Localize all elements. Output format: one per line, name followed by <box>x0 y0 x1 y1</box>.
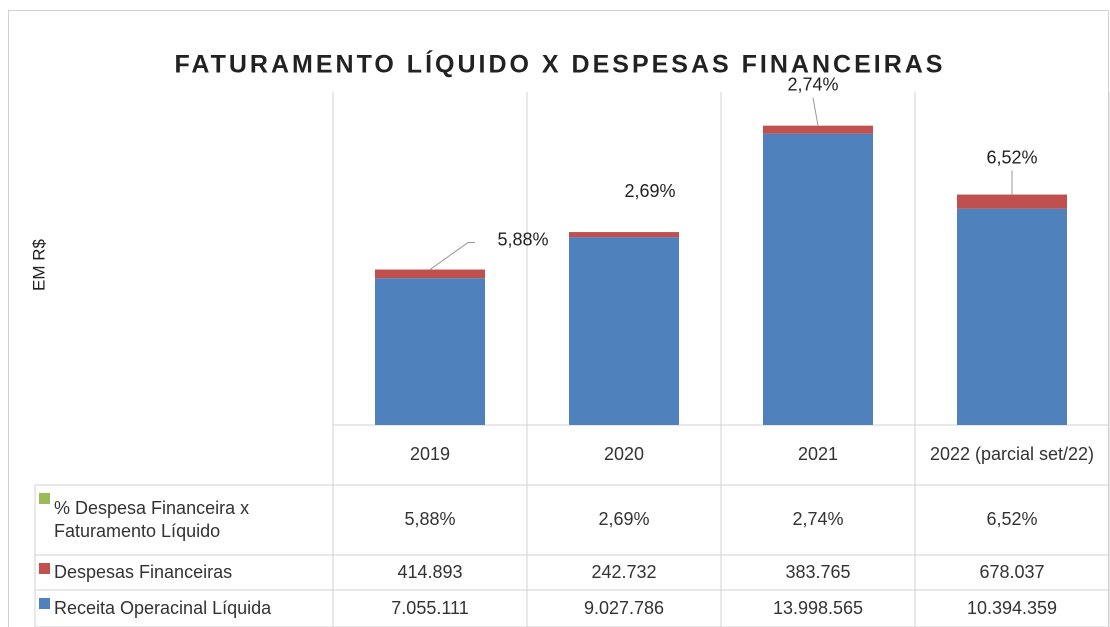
data-label: 2,69% <box>624 181 675 201</box>
category-label-cell: 2022 (parcial set/22) <box>915 425 1109 485</box>
table-value-text: 414.893 <box>397 561 463 582</box>
table-value: 6,52% <box>915 485 1109 555</box>
category-label: 2021 <box>721 425 915 485</box>
legend-label-text: Receita Operacinal Líquida <box>54 597 272 618</box>
category-label-text: 2019 <box>409 444 451 465</box>
table-value: 383.765 <box>721 555 915 590</box>
data-label: 5,88% <box>497 229 548 249</box>
table-value-cell: 678.037 <box>915 555 1109 590</box>
category-label-cell: 2019 <box>333 425 527 485</box>
table-value-text: 7.055.111 <box>391 597 469 618</box>
legend-key <box>39 598 50 609</box>
category-label: 2019 <box>333 425 527 485</box>
chart-border <box>8 10 1109 627</box>
category-label-text: 2021 <box>797 444 839 465</box>
category-label: 2020 <box>527 425 721 485</box>
table-value-text: 13.998.565 <box>772 597 864 618</box>
table-value: 2,69% <box>527 485 721 555</box>
legend-label-text: Despesas Financeiras <box>54 561 233 582</box>
category-label-text: 2022 (parcial set/22) <box>929 444 1095 465</box>
table-value: 9.027.786 <box>527 590 721 627</box>
table-value: 2,74% <box>721 485 915 555</box>
leader-line <box>429 242 475 270</box>
bar-segment <box>569 237 679 425</box>
legend-key <box>39 493 50 504</box>
table-value-text: 678.037 <box>979 561 1045 582</box>
bar-segment <box>763 125 873 134</box>
category-label-cell: 2020 <box>527 425 721 485</box>
table-value-text: 6,52% <box>986 509 1038 530</box>
bar-segment <box>375 278 485 425</box>
bar-segment <box>763 133 873 426</box>
y-axis-label: EM R$ <box>29 238 48 291</box>
legend-label-text: % Despesa Financeira x Faturamento Líqui… <box>54 497 250 541</box>
table-value: 10.394.359 <box>915 590 1109 627</box>
legend-label-cell: Despesas Financeiras <box>35 555 333 590</box>
data-label: 2,74% <box>787 74 838 94</box>
bar-segment <box>375 269 485 279</box>
table-value-cell: 7.055.111 <box>333 590 527 627</box>
table-value-cell: 5,88% <box>333 485 527 555</box>
legend-label: % Despesa Financeira x Faturamento Líqui… <box>35 485 333 555</box>
category-label-cell: 2021 <box>721 425 915 485</box>
bar-segment <box>957 208 1067 425</box>
table-value-text: 5,88% <box>404 509 456 530</box>
data-label: 6,52% <box>986 147 1037 167</box>
table-value-cell: 6,52% <box>915 485 1109 555</box>
table-value-text: 383.765 <box>785 561 851 582</box>
legend-label: Receita Operacinal Líquida <box>35 590 333 627</box>
category-label: 2022 (parcial set/22) <box>915 425 1109 485</box>
table-value-cell: 383.765 <box>721 555 915 590</box>
table-value-text: 10.394.359 <box>966 597 1058 618</box>
legend-label-cell: % Despesa Financeira x Faturamento Líqui… <box>35 485 333 555</box>
bar-segment <box>957 194 1067 209</box>
table-value-cell: 2,74% <box>721 485 915 555</box>
legend-key <box>39 563 50 574</box>
table-value-cell: 10.394.359 <box>915 590 1109 627</box>
bar-segment <box>569 232 679 238</box>
table-value-cell: 414.893 <box>333 555 527 590</box>
table-value: 414.893 <box>333 555 527 590</box>
table-value-cell: 13.998.565 <box>721 590 915 627</box>
table-value: 7.055.111 <box>333 590 527 627</box>
legend-label-cell: Receita Operacinal Líquida <box>35 590 333 627</box>
table-value-cell: 2,69% <box>527 485 721 555</box>
table-value-text: 9.027.786 <box>583 597 665 618</box>
table-value-text: 242.732 <box>591 561 657 582</box>
table-value: 242.732 <box>527 555 721 590</box>
table-value-cell: 9.027.786 <box>527 590 721 627</box>
table-value: 5,88% <box>333 485 527 555</box>
table-value-text: 2,74% <box>792 509 844 530</box>
table-value-cell: 242.732 <box>527 555 721 590</box>
table-value: 13.998.565 <box>721 590 915 627</box>
table-value: 678.037 <box>915 555 1109 590</box>
legend-label: Despesas Financeiras <box>35 555 333 590</box>
category-label-text: 2020 <box>603 444 645 465</box>
table-value-text: 2,69% <box>598 509 650 530</box>
leader-line <box>812 97 819 126</box>
chart-title: FATURAMENTO LÍQUIDO X DESPESAS FINANCEIR… <box>175 50 946 79</box>
